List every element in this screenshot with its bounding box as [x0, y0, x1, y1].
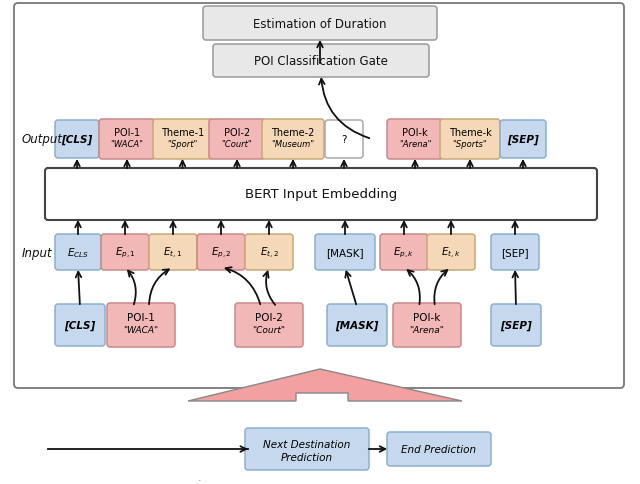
Text: POI Classification Gate: POI Classification Gate — [254, 55, 388, 68]
FancyBboxPatch shape — [99, 120, 155, 160]
Text: "WACA": "WACA" — [124, 326, 159, 335]
Text: BERT Input Embedding: BERT Input Embedding — [245, 188, 397, 201]
Text: End Prediction: End Prediction — [401, 444, 477, 454]
FancyBboxPatch shape — [387, 120, 443, 160]
FancyBboxPatch shape — [203, 7, 437, 41]
Text: [SEP]: [SEP] — [507, 135, 539, 145]
Text: [CLS]: [CLS] — [61, 135, 93, 145]
FancyBboxPatch shape — [327, 304, 387, 346]
Text: Theme-1: Theme-1 — [161, 128, 204, 138]
Text: POI-2: POI-2 — [224, 128, 250, 138]
Text: $E_{t,1}$: $E_{t,1}$ — [163, 245, 182, 260]
Text: .: . — [198, 472, 202, 482]
Polygon shape — [188, 369, 462, 401]
Text: Estimation of Duration: Estimation of Duration — [253, 17, 387, 30]
Text: ?: ? — [341, 135, 347, 145]
Text: $E_{t,k}$: $E_{t,k}$ — [441, 245, 461, 260]
Text: "Court": "Court" — [253, 326, 285, 335]
FancyBboxPatch shape — [491, 304, 541, 346]
FancyBboxPatch shape — [209, 120, 265, 160]
Text: POI-1: POI-1 — [114, 128, 140, 138]
FancyBboxPatch shape — [149, 235, 197, 271]
FancyBboxPatch shape — [245, 428, 369, 470]
FancyBboxPatch shape — [427, 235, 475, 271]
Text: "Sports": "Sports" — [452, 140, 488, 149]
Text: POI-k: POI-k — [402, 128, 428, 138]
FancyBboxPatch shape — [45, 168, 597, 221]
Text: [MASK]: [MASK] — [335, 320, 379, 331]
Text: "Sport": "Sport" — [167, 140, 198, 149]
Text: Output: Output — [22, 133, 63, 146]
Text: $E_{CLS}$: $E_{CLS}$ — [67, 245, 89, 259]
FancyBboxPatch shape — [500, 121, 546, 159]
Text: [CLS]: [CLS] — [65, 320, 95, 331]
Text: POI-k: POI-k — [413, 312, 441, 322]
Text: "WACA": "WACA" — [111, 140, 143, 149]
FancyBboxPatch shape — [387, 432, 491, 466]
FancyBboxPatch shape — [107, 303, 175, 348]
Text: $E_{p,1}$: $E_{p,1}$ — [115, 245, 136, 259]
Text: $E_{p,k}$: $E_{p,k}$ — [394, 245, 415, 259]
Text: POI-1: POI-1 — [127, 312, 155, 322]
FancyBboxPatch shape — [235, 303, 303, 348]
FancyBboxPatch shape — [55, 304, 105, 346]
FancyBboxPatch shape — [245, 235, 293, 271]
Text: Theme-k: Theme-k — [449, 128, 492, 138]
Text: $E_{t,2}$: $E_{t,2}$ — [259, 245, 278, 260]
Text: Theme-2: Theme-2 — [271, 128, 315, 138]
Text: [MASK]: [MASK] — [326, 247, 364, 257]
FancyBboxPatch shape — [440, 120, 500, 160]
FancyBboxPatch shape — [380, 235, 428, 271]
FancyBboxPatch shape — [213, 45, 429, 78]
FancyBboxPatch shape — [325, 121, 363, 159]
FancyBboxPatch shape — [197, 235, 245, 271]
Text: [SEP]: [SEP] — [501, 247, 529, 257]
Text: Next Destination: Next Destination — [263, 439, 351, 449]
FancyBboxPatch shape — [153, 120, 212, 160]
Text: [SEP]: [SEP] — [500, 320, 532, 331]
Text: POI-2: POI-2 — [255, 312, 283, 322]
Text: Prediction: Prediction — [281, 452, 333, 462]
FancyBboxPatch shape — [55, 235, 101, 271]
FancyBboxPatch shape — [491, 235, 539, 271]
Text: "Arena": "Arena" — [399, 140, 431, 149]
FancyBboxPatch shape — [101, 235, 149, 271]
FancyBboxPatch shape — [55, 121, 99, 159]
FancyBboxPatch shape — [262, 120, 324, 160]
Text: Input: Input — [22, 246, 52, 259]
Text: "Arena": "Arena" — [410, 326, 444, 335]
FancyBboxPatch shape — [393, 303, 461, 348]
Text: "Court": "Court" — [221, 140, 252, 149]
Text: "Museum": "Museum" — [271, 140, 315, 149]
FancyBboxPatch shape — [315, 235, 375, 271]
Text: $E_{p,2}$: $E_{p,2}$ — [211, 245, 232, 259]
